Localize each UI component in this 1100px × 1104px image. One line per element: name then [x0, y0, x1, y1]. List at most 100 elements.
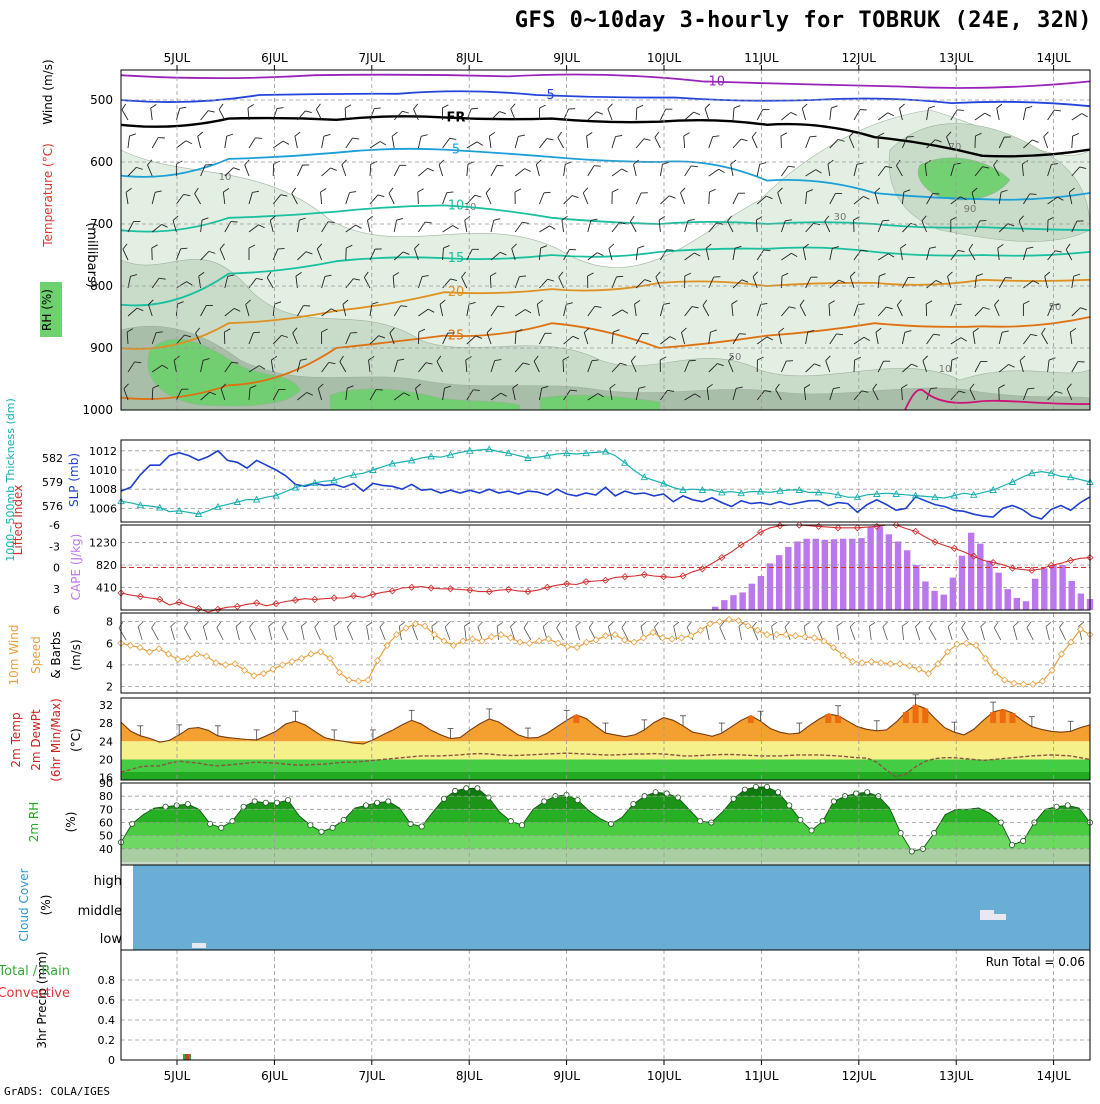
precip-legend-convective: Convective — [0, 986, 70, 1001]
wind-barb-shaft — [128, 136, 129, 148]
wind-speed-marker — [593, 637, 599, 643]
wind-barb-flag — [831, 105, 837, 109]
wind-speed-marker — [470, 636, 476, 642]
wind-barb-flag — [248, 105, 254, 109]
wind-speed-marker — [289, 659, 295, 665]
surface-wind-barb-shaft — [152, 628, 159, 640]
wind-barb-flag — [810, 134, 817, 139]
wind-barb — [346, 190, 356, 206]
wind-speed-marker — [641, 635, 647, 641]
rh-marker — [898, 830, 903, 835]
wind-barb-shaft — [439, 165, 443, 176]
precip-tick-label: 0.4 — [98, 1014, 116, 1027]
wind-barb-shaft — [515, 169, 524, 176]
cloud-patch-low — [192, 943, 206, 948]
rh-marker — [1009, 842, 1014, 847]
wind-barb-shaft — [414, 109, 419, 120]
wind-barb-shaft — [418, 168, 427, 176]
wind-barb-flag — [1054, 108, 1061, 114]
wind-barb-flag — [1082, 112, 1088, 119]
surface-wind-barb-flag — [836, 622, 842, 626]
wind-barb-flag — [428, 166, 434, 173]
wind-barb-flag — [644, 137, 651, 143]
wind-barb — [1048, 108, 1061, 124]
surface-wind-barb-flag — [960, 622, 967, 628]
wind-speed-marker — [555, 640, 561, 646]
wind-barb-shaft — [1023, 108, 1025, 120]
surface-wind-barb-shaft — [850, 627, 855, 640]
rh-contour-label: 10 — [939, 364, 952, 375]
rh-marker — [252, 799, 257, 804]
wind-barb-flag — [684, 133, 690, 136]
wind-barb-flag — [704, 104, 711, 109]
wind-barb — [273, 139, 289, 153]
wind-speed-marker — [1011, 680, 1017, 686]
wind-barb-flag — [218, 104, 225, 109]
wind-barb-shaft — [368, 220, 370, 232]
wind-barb-shaft — [705, 109, 709, 120]
run-total-label: Run Total = 0.06 — [986, 955, 1085, 969]
surface-wind-barb-flag — [183, 622, 190, 627]
wind-barb-shaft — [1072, 113, 1082, 120]
wind-barb-shaft — [634, 164, 637, 176]
wind-barb — [515, 134, 525, 150]
wind-barb — [709, 189, 716, 204]
rh-marker — [1021, 838, 1026, 843]
wind-barb-shaft — [418, 192, 419, 204]
wind-barb-shaft — [583, 193, 587, 204]
wind-barb-shaft — [392, 136, 394, 148]
wind-speed-marker — [1030, 681, 1036, 687]
precip-legend-total: Total / Rain — [0, 964, 70, 979]
wind-barb-flag — [380, 140, 386, 147]
wind-speed-marker — [223, 662, 229, 668]
rh-floor-band — [121, 849, 1090, 865]
cape-bar — [858, 538, 864, 610]
wind-barb-shaft — [201, 111, 209, 120]
surface-wind-barb-shaft — [948, 627, 952, 640]
isotherm-label: FR — [447, 110, 466, 125]
surface-wind-barb — [366, 622, 375, 640]
date-tick-label-top: 7JUL — [358, 51, 385, 65]
surface-wind-barb-shaft — [962, 628, 969, 640]
wind-speed-marker — [365, 677, 371, 683]
wind-barb — [781, 111, 796, 125]
wind-barb — [709, 134, 720, 150]
rh-marker — [931, 830, 936, 835]
wind-barb-shaft — [418, 222, 425, 232]
surface-wind-barb-shaft — [367, 626, 369, 640]
rh-marker — [486, 795, 491, 800]
surface-wind-barb-shaft — [380, 627, 385, 640]
wind-barb — [636, 105, 643, 120]
cape-bar — [831, 539, 837, 610]
surface-wind-barb-flag — [235, 622, 242, 626]
surface-wind-barb — [523, 622, 537, 640]
wind-barb-flag — [1043, 132, 1050, 137]
surface-wind-barb-shaft — [1046, 626, 1049, 640]
wind-barb-shaft — [685, 112, 694, 120]
date-tick-label-bottom: 8JUL — [456, 1069, 483, 1083]
surface-wind-barb — [869, 622, 877, 640]
wind-speed-marker — [517, 639, 523, 645]
isotherm-label: 5 — [452, 143, 460, 158]
wind-barb-flag — [324, 133, 330, 137]
wind-barb-shaft — [467, 142, 477, 148]
surface-wind-barb — [620, 622, 633, 640]
surface-wind-barb-shaft — [347, 627, 352, 640]
wind-barb-flag — [719, 168, 725, 175]
rh-marker — [608, 821, 613, 826]
surface-wind-barb-shaft — [171, 627, 175, 640]
surface-wind-barb-flag — [555, 622, 562, 628]
wind-speed-marker — [669, 636, 675, 642]
wind-barb-flag — [582, 188, 589, 193]
wind-barb-flag — [1032, 138, 1038, 144]
wind-barb-shaft — [443, 193, 447, 204]
wind-barb — [730, 160, 739, 176]
wind-barb-flag — [734, 105, 740, 109]
wind-barb-shaft — [997, 108, 999, 120]
surface-wind-barb-shaft — [739, 626, 742, 640]
wind-barb-shaft — [491, 166, 497, 176]
surface-wind-barb-shaft — [497, 626, 498, 640]
wind-barb-flag — [302, 162, 309, 167]
wind-barb-shaft — [345, 108, 346, 120]
rh-marker — [1065, 803, 1070, 808]
